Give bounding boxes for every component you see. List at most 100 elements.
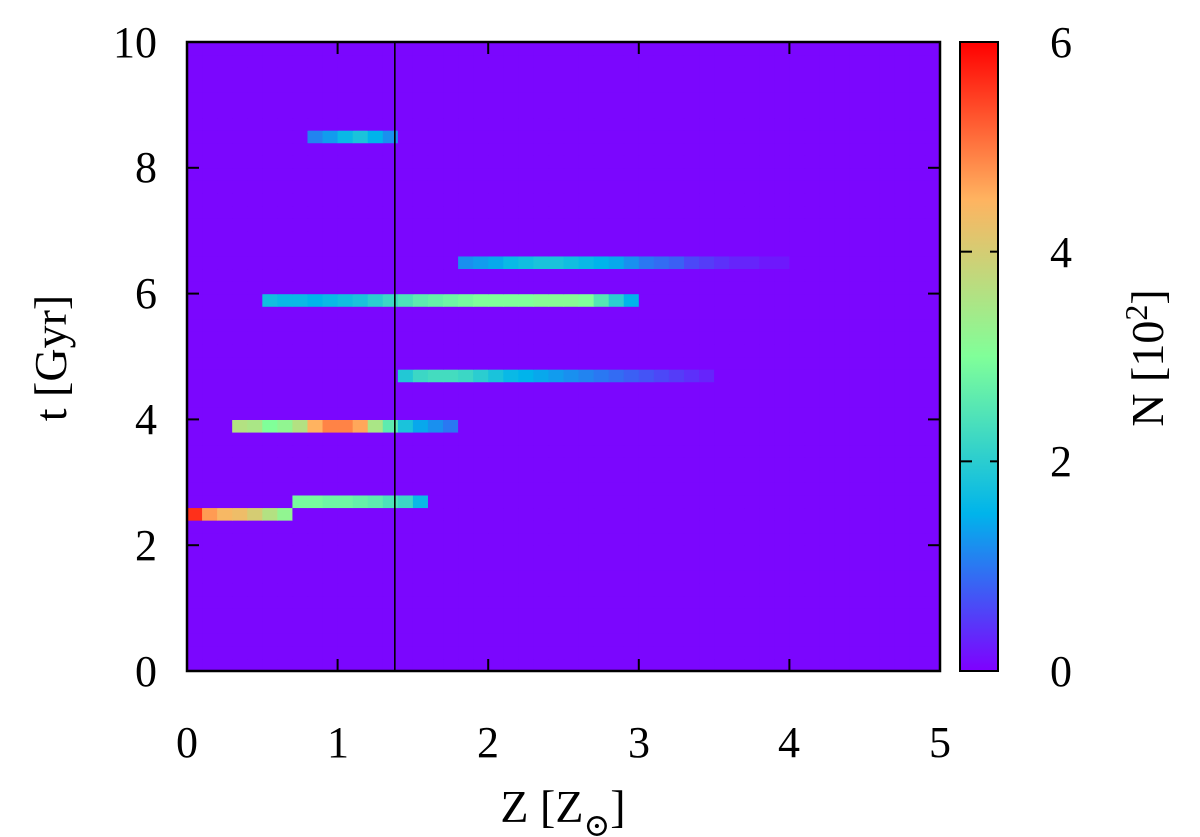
heatmap-cell [924,507,941,521]
heatmap-cell [638,281,655,295]
heatmap-cell [292,356,309,370]
heatmap-cell [563,633,580,647]
heatmap-cell [638,243,655,257]
heatmap-cell [608,356,625,370]
heatmap-cell [412,394,429,408]
heatmap-cell [744,532,760,546]
heatmap-cell [443,79,459,93]
heatmap-cell [382,192,399,207]
heatmap-cell [367,205,384,219]
heatmap-cell [352,431,369,446]
heatmap-cell [503,582,519,597]
heatmap-cell [202,494,218,509]
heatmap-cell [262,444,278,458]
heatmap-cell [593,117,610,131]
heatmap-cell [412,343,429,358]
heatmap-cell [427,419,444,433]
heatmap-cell [397,192,414,207]
heatmap-cell [864,645,881,660]
heatmap-cell [443,142,459,156]
heatmap-cell [277,394,294,408]
heatmap-cell [774,54,790,68]
heatmap-cell [683,243,700,257]
heatmap-cell [488,230,504,244]
heatmap-cell [473,406,489,420]
heatmap-cell [638,343,655,358]
heatmap-cell [789,54,806,68]
heatmap-cell [819,494,836,509]
heatmap-cell [503,142,519,156]
heatmap-cell [879,192,896,207]
heatmap-cell [683,457,700,471]
heatmap-cell [277,570,294,584]
heatmap-cell [924,582,941,597]
heatmap-cell [623,494,640,509]
heatmap-cell [668,494,685,509]
heatmap-cell [427,243,444,257]
heatmap-cell [533,318,550,332]
heatmap-cell [623,381,640,395]
heatmap-cell [518,331,534,345]
heatmap-cell [232,142,248,156]
heatmap-cell [382,444,399,458]
heatmap-cell [382,532,399,546]
heatmap-cell [879,444,896,458]
heatmap-cell [819,457,836,471]
heatmap-cell [187,457,203,471]
heatmap-cell [744,620,760,634]
heatmap-cell [382,570,399,584]
heatmap-cell [699,255,715,270]
heatmap-cell [638,419,655,433]
heatmap-cell [744,343,760,358]
heatmap-cell [789,444,806,458]
heatmap-cell [563,507,580,521]
heatmap-cell [247,155,263,169]
heatmap-cell [653,92,670,106]
heatmap-cell [834,620,851,634]
heatmap-cell [804,369,821,383]
heatmap-cell [187,92,203,106]
heatmap-cell [653,595,670,609]
heatmap-cell [548,54,565,68]
heatmap-cell [563,104,580,119]
heatmap-cell [337,205,354,219]
heatmap-cell [864,469,881,483]
heatmap-cell [563,343,580,358]
heatmap-cell [443,54,459,68]
heatmap-cell [653,356,670,370]
heatmap-cell [292,582,309,597]
heatmap-cell [473,545,489,559]
heatmap-cell [834,306,851,320]
heatmap-cell [247,130,263,144]
heatmap-cell [563,230,580,244]
heatmap-cell [699,532,715,546]
heatmap-cell [217,507,233,521]
heatmap-cell [653,457,670,471]
heatmap-cell [668,92,685,106]
heatmap-cell [924,620,941,634]
heatmap-cell [638,608,655,622]
heatmap-cell [894,306,911,320]
heatmap-cell [427,192,444,207]
heatmap-cell [277,494,294,509]
heatmap-cell [699,620,715,634]
heatmap-cell [864,595,881,609]
heatmap-cell [187,419,203,433]
heatmap-cell [352,658,369,672]
heatmap-cell [337,520,354,534]
heatmap-cell [714,457,730,471]
heatmap-cell [382,507,399,521]
heatmap-cell [608,318,625,332]
heatmap-cell [744,482,760,496]
heatmap-cells [187,42,941,672]
heatmap-cell [443,595,459,609]
heatmap-cell [232,306,248,320]
heatmap-cell [458,192,474,207]
heatmap-cell [864,331,881,345]
heatmap-cell [367,570,384,584]
heatmap-cell [879,155,896,169]
heatmap-cell [804,595,821,609]
heatmap-cell [653,645,670,660]
heatmap-cell [503,419,519,433]
heatmap-cell [804,218,821,232]
